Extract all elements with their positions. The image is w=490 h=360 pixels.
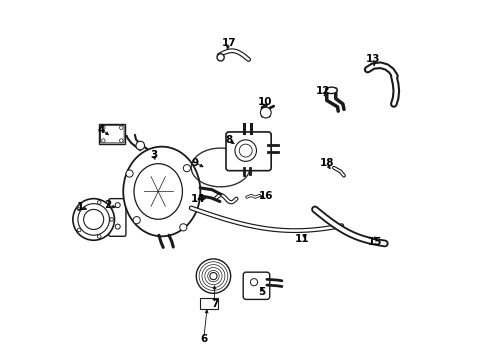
Circle shape xyxy=(136,141,145,150)
Circle shape xyxy=(120,126,123,130)
Ellipse shape xyxy=(134,164,182,219)
Circle shape xyxy=(180,224,187,231)
Ellipse shape xyxy=(123,147,200,236)
Text: 13: 13 xyxy=(366,54,381,64)
Circle shape xyxy=(120,139,123,142)
Bar xyxy=(200,298,218,309)
Text: 7: 7 xyxy=(211,299,218,309)
Circle shape xyxy=(98,235,101,238)
Text: 17: 17 xyxy=(221,38,236,48)
Circle shape xyxy=(73,199,115,240)
Text: 14: 14 xyxy=(190,194,205,204)
Circle shape xyxy=(260,107,271,118)
Circle shape xyxy=(126,170,133,177)
Ellipse shape xyxy=(326,87,337,94)
Text: 12: 12 xyxy=(316,86,330,96)
Circle shape xyxy=(98,201,101,204)
Circle shape xyxy=(101,139,105,142)
Text: 9: 9 xyxy=(192,158,199,168)
Circle shape xyxy=(101,126,105,130)
Circle shape xyxy=(235,140,256,161)
Text: 11: 11 xyxy=(294,234,309,244)
FancyBboxPatch shape xyxy=(100,125,124,143)
Text: 18: 18 xyxy=(319,158,334,168)
Circle shape xyxy=(78,204,109,235)
Text: 2: 2 xyxy=(104,200,112,210)
Text: 1: 1 xyxy=(76,202,84,212)
FancyBboxPatch shape xyxy=(243,272,270,300)
Circle shape xyxy=(239,144,252,157)
Text: 4: 4 xyxy=(98,125,105,135)
Text: 3: 3 xyxy=(150,150,157,160)
FancyBboxPatch shape xyxy=(226,132,271,171)
Text: 10: 10 xyxy=(257,97,272,107)
Circle shape xyxy=(133,217,140,224)
Circle shape xyxy=(183,165,191,172)
Circle shape xyxy=(217,54,224,61)
Circle shape xyxy=(250,279,258,286)
Circle shape xyxy=(84,210,104,229)
Circle shape xyxy=(110,218,113,221)
Circle shape xyxy=(115,224,120,229)
Text: 15: 15 xyxy=(368,237,382,247)
Circle shape xyxy=(210,273,217,280)
Text: 16: 16 xyxy=(259,191,273,201)
Circle shape xyxy=(196,259,231,293)
Text: 6: 6 xyxy=(200,333,207,343)
Circle shape xyxy=(77,207,81,211)
Circle shape xyxy=(77,228,81,232)
FancyBboxPatch shape xyxy=(109,199,126,236)
Circle shape xyxy=(115,203,120,208)
Bar xyxy=(99,124,125,144)
Text: 5: 5 xyxy=(259,287,266,297)
Text: 8: 8 xyxy=(225,135,232,145)
